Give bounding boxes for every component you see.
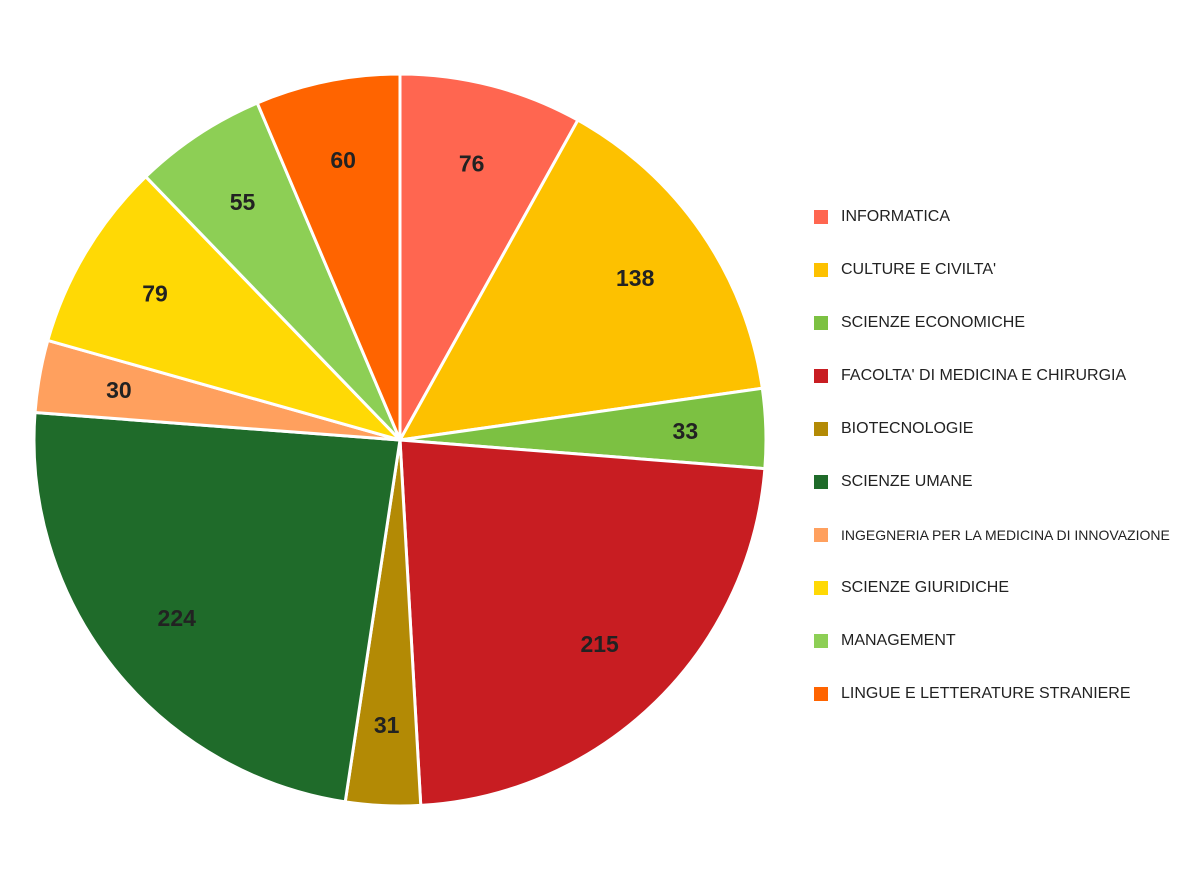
- slice-value-label: 30: [106, 377, 132, 403]
- legend-label: BIOTECNOLOGIE: [841, 420, 974, 437]
- pie-slice: [46, 175, 402, 442]
- pie-slice: [398, 72, 580, 442]
- legend-item: CULTURE E CIVILTA': [814, 259, 1194, 312]
- slice-value-label: 76: [459, 151, 485, 177]
- legend-label: MANAGEMENT: [841, 632, 956, 649]
- slice-value-label: 79: [142, 280, 168, 306]
- legend-label: INFORMATICA: [841, 208, 951, 225]
- pie-slice: [32, 411, 402, 804]
- legend-item: SCIENZE UMANE: [814, 471, 1194, 524]
- legend-item: INGEGNERIA PER LA MEDICINA DI INNOVAZION…: [814, 524, 1194, 577]
- slice-value-label: 55: [230, 189, 256, 215]
- legend-swatch: [814, 475, 828, 489]
- legend-item: FACOLTA' DI MEDICINA E CHIRURGIA: [814, 365, 1194, 418]
- legend-item: SCIENZE ECONOMICHE: [814, 312, 1194, 365]
- legend-item: LINGUE E LETTERATURE STRANIERE: [814, 683, 1194, 736]
- pie-slice: [398, 118, 764, 442]
- legend-swatch: [814, 581, 828, 595]
- legend-item: SCIENZE GIURIDICHE: [814, 577, 1194, 630]
- chart-legend: INFORMATICA CULTURE E CIVILTA' SCIENZE ECO…: [814, 206, 1194, 736]
- legend-label: SCIENZE ECONOMICHE: [841, 314, 1026, 331]
- pie-slices: [32, 72, 768, 808]
- pie-slice: [144, 101, 402, 442]
- pie-slice: [255, 72, 402, 442]
- slice-value-label: 33: [673, 418, 699, 444]
- legend-label: SCIENZE GIURIDICHE: [841, 579, 1010, 596]
- legend-swatch: [814, 528, 828, 542]
- legend-swatch: [814, 634, 828, 648]
- legend-label: INGEGNERIA PER LA MEDICINA DI INNOVAZION…: [841, 527, 1170, 543]
- legend-label: FACOLTA' DI MEDICINA E CHIRURGIA: [841, 367, 1127, 384]
- pie-value-labels: 76 138 33 215 31 224 30 79 55 60: [106, 147, 698, 738]
- legend-item: MANAGEMENT: [814, 630, 1194, 683]
- legend-item: INFORMATICA: [814, 206, 1194, 259]
- legend-swatch: [814, 369, 828, 383]
- legend-item: BIOTECNOLOGIE: [814, 418, 1194, 471]
- legend-swatch: [814, 422, 828, 436]
- legend-label: SCIENZE UMANE: [841, 473, 973, 490]
- legend-swatch: [814, 263, 828, 277]
- slice-value-label: 215: [580, 631, 619, 657]
- legend-swatch: [814, 687, 828, 701]
- slice-value-label: 224: [158, 605, 197, 631]
- legend-swatch: [814, 316, 828, 330]
- legend-label: CULTURE E CIVILTA': [841, 261, 997, 278]
- slice-value-label: 31: [374, 712, 400, 738]
- legend-swatch: [814, 210, 828, 224]
- pie-slice: [398, 438, 767, 807]
- slice-value-label: 60: [330, 147, 356, 173]
- legend-label: LINGUE E LETTERATURE STRANIERE: [841, 685, 1131, 702]
- slice-value-label: 138: [616, 265, 655, 291]
